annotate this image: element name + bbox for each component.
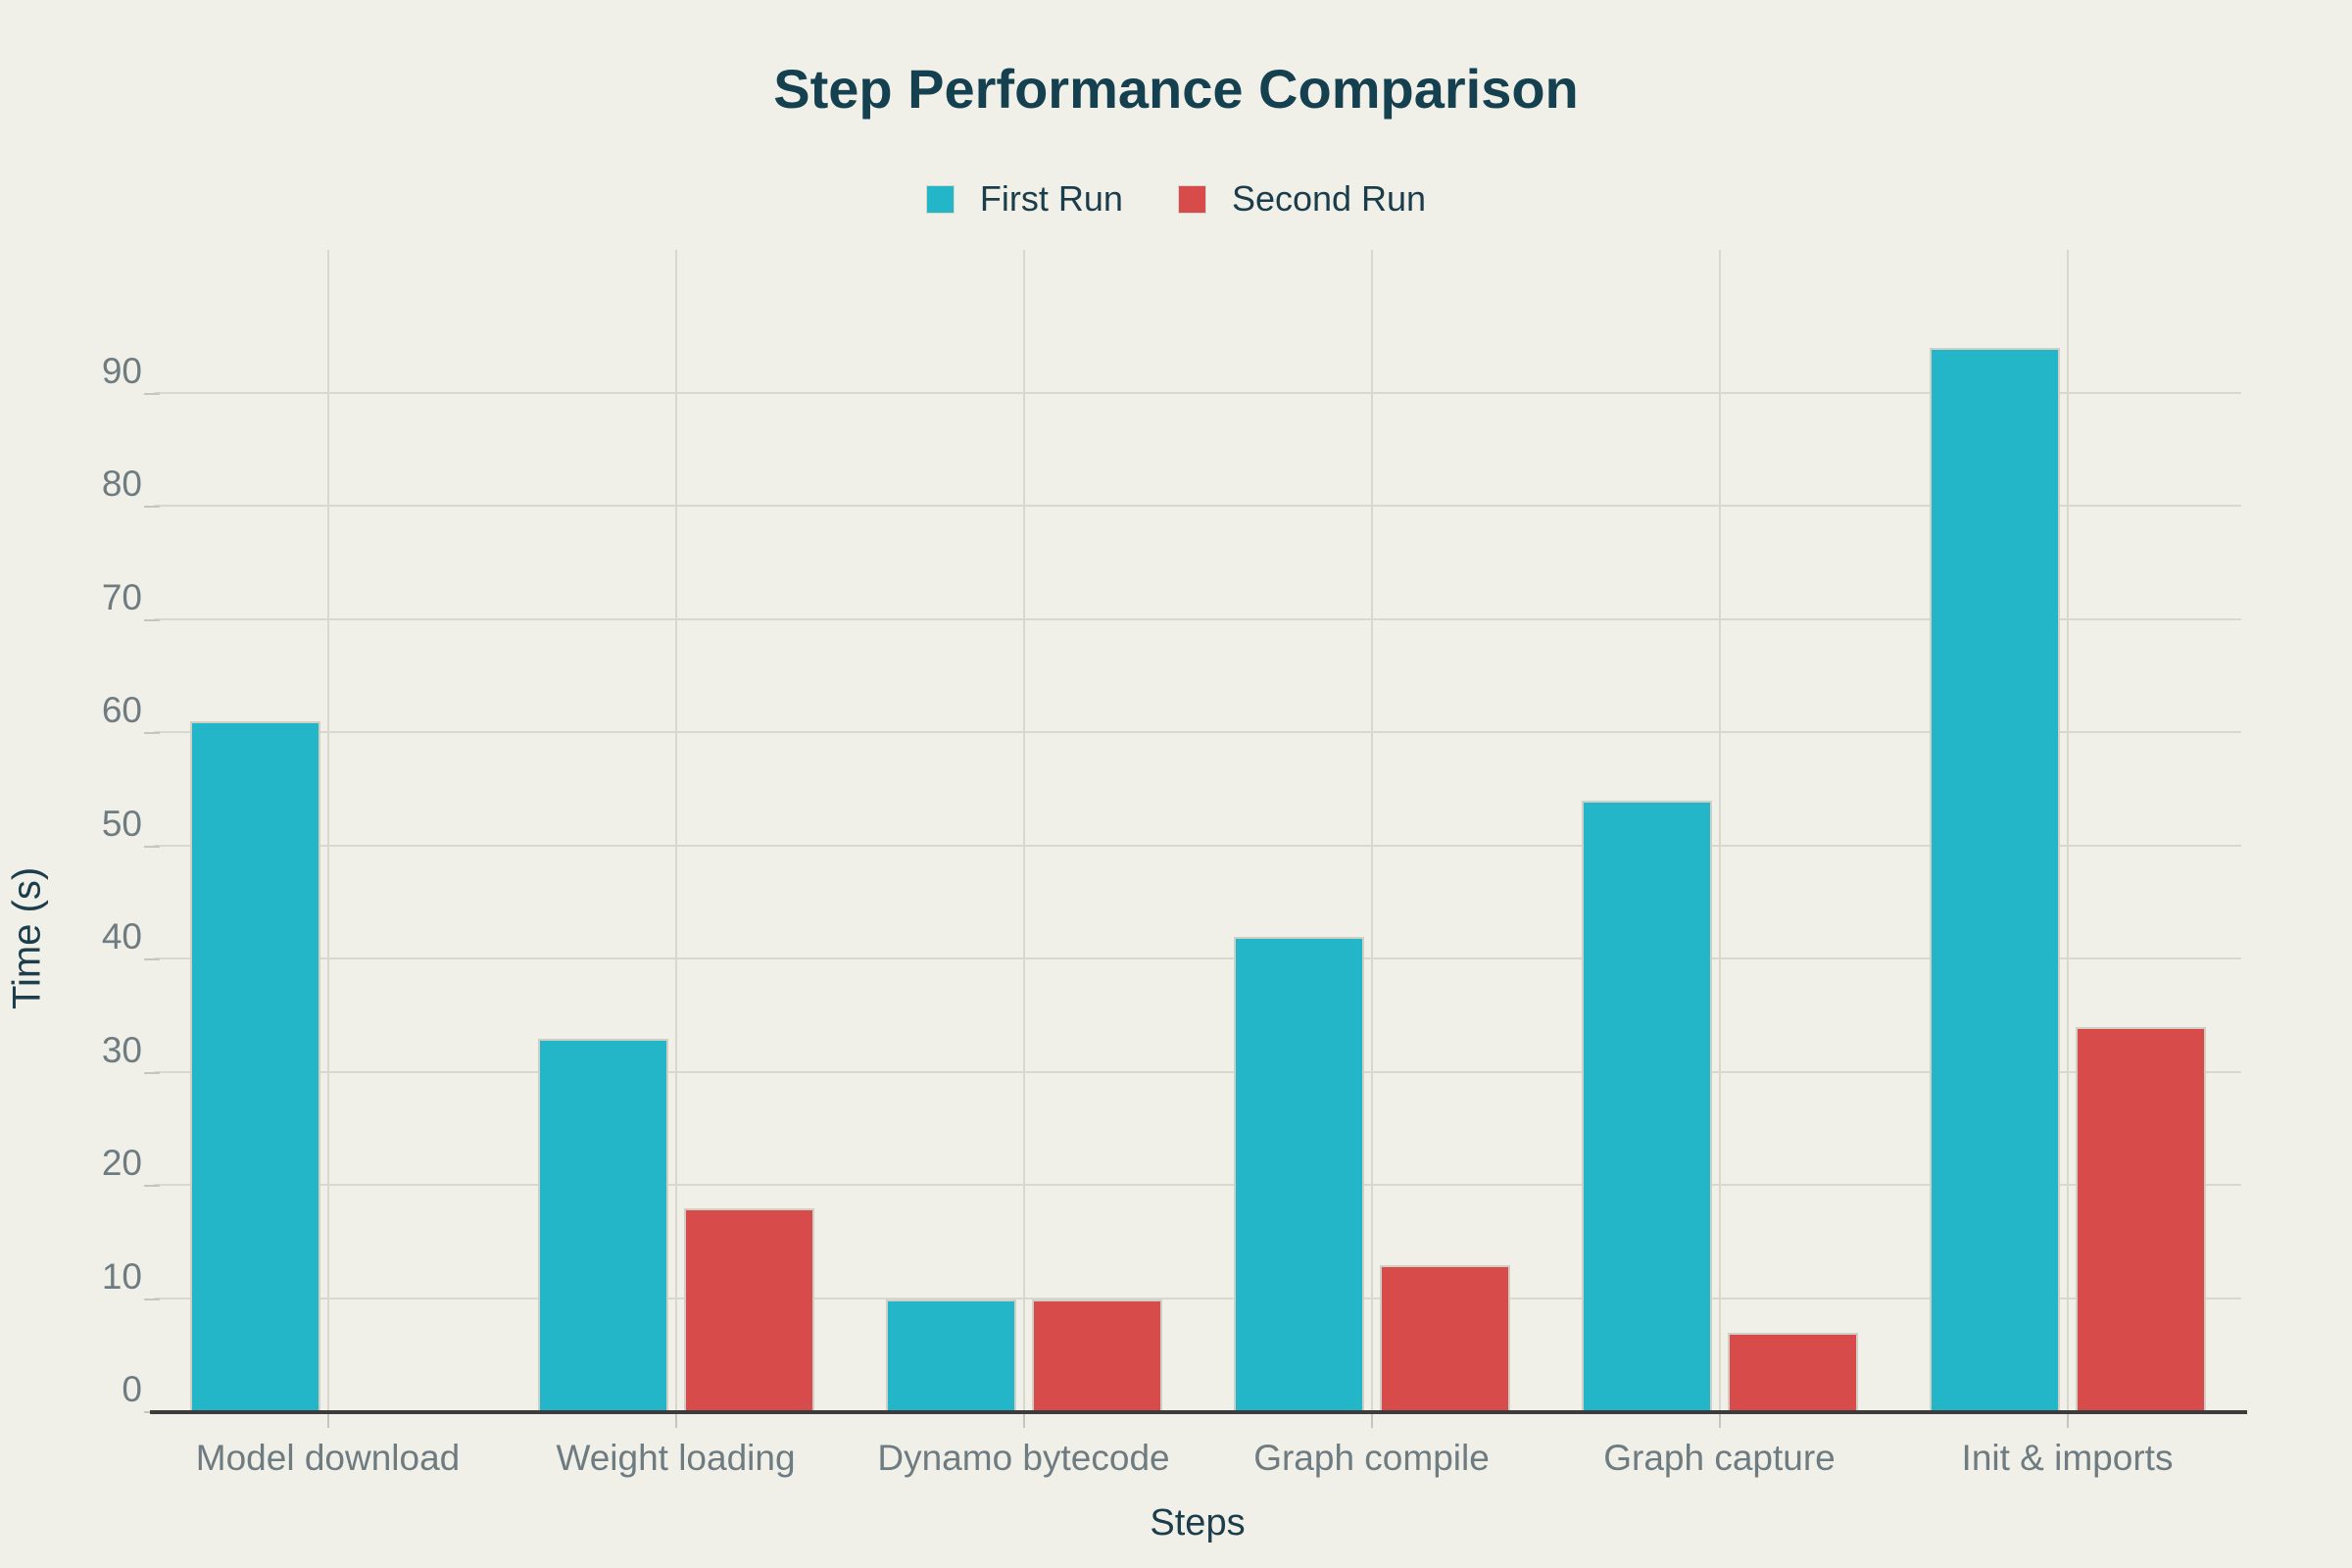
y-axis-title: Time (s) — [5, 866, 49, 1009]
bar-first-run — [1233, 936, 1364, 1412]
legend-swatch-icon — [1177, 184, 1206, 214]
x-category-label: Model download — [195, 1438, 461, 1478]
y-gridline — [154, 617, 2241, 620]
legend: First Run Second Run — [0, 178, 2352, 220]
y-tick-label: 70 — [101, 576, 142, 617]
y-tick-mark — [144, 1298, 160, 1300]
legend-swatch-icon — [925, 184, 955, 214]
y-tick-mark — [144, 845, 160, 848]
x-gridline — [1022, 250, 1025, 1412]
y-tick-label: 0 — [122, 1369, 142, 1409]
y-tick-label: 20 — [101, 1143, 142, 1183]
x-axis-title: Steps — [1150, 1502, 1246, 1544]
y-gridline — [154, 505, 2241, 507]
x-gridline — [1718, 250, 1721, 1412]
legend-item: First Run — [925, 178, 1123, 220]
x-gridline — [2066, 250, 2069, 1412]
legend-item: Second Run — [1177, 178, 1427, 220]
bar-second-run — [683, 1208, 814, 1412]
y-gridline — [154, 1184, 2241, 1186]
y-gridline — [154, 1297, 2241, 1299]
y-tick-label: 90 — [101, 350, 142, 391]
y-gridline — [154, 957, 2241, 959]
bar-first-run — [537, 1038, 668, 1412]
y-tick-label: 60 — [101, 690, 142, 730]
y-tick-mark — [144, 392, 160, 395]
y-gridline — [154, 731, 2241, 733]
x-axis-line — [150, 1410, 2247, 1414]
y-tick-label: 40 — [101, 916, 142, 956]
y-tick-mark — [144, 506, 160, 508]
bar-first-run — [885, 1298, 1016, 1412]
bar-first-run — [189, 721, 320, 1412]
x-tick-mark — [326, 1414, 329, 1428]
y-tick-label: 50 — [101, 803, 142, 844]
x-category-label: Graph capture — [1603, 1438, 1836, 1478]
bar-first-run — [1929, 348, 2060, 1412]
bar-second-run — [1379, 1264, 1510, 1412]
y-tick-mark — [144, 1185, 160, 1187]
x-tick-mark — [2066, 1414, 2069, 1428]
bar-second-run — [1031, 1298, 1162, 1412]
bar-second-run — [2075, 1027, 2206, 1412]
x-category-label: Weight loading — [556, 1438, 796, 1478]
y-tick-label: 30 — [101, 1029, 142, 1070]
x-tick-mark — [674, 1414, 677, 1428]
chart-title: Step Performance Comparison — [773, 58, 1579, 120]
x-gridline — [674, 250, 677, 1412]
y-tick-mark — [144, 732, 160, 734]
y-tick-mark — [144, 1071, 160, 1074]
y-tick-label: 10 — [101, 1255, 142, 1297]
y-gridline — [154, 1070, 2241, 1073]
x-category-label: Graph compile — [1253, 1438, 1490, 1478]
x-tick-mark — [1022, 1414, 1025, 1428]
plot-area: 0 10 20 30 40 50 60 70 80 90 Model download Weight … — [102, 245, 2247, 1544]
x-tick-mark — [1370, 1414, 1373, 1428]
x-category-label: Dynamo bytecode — [877, 1438, 1170, 1478]
x-gridline — [1370, 250, 1373, 1412]
y-tick-label: 80 — [101, 464, 142, 504]
bar-first-run — [1581, 801, 1712, 1412]
bar-second-run — [1727, 1333, 1858, 1412]
y-gridline — [154, 844, 2241, 847]
x-category-label: Init & imports — [1961, 1438, 2174, 1478]
y-tick-mark — [144, 958, 160, 960]
x-tick-mark — [1718, 1414, 1721, 1428]
y-gridline — [154, 391, 2241, 394]
legend-label: Second Run — [1231, 178, 1427, 219]
legend-label: First Run — [979, 178, 1123, 219]
y-tick-mark — [144, 618, 160, 621]
x-gridline — [326, 250, 329, 1412]
